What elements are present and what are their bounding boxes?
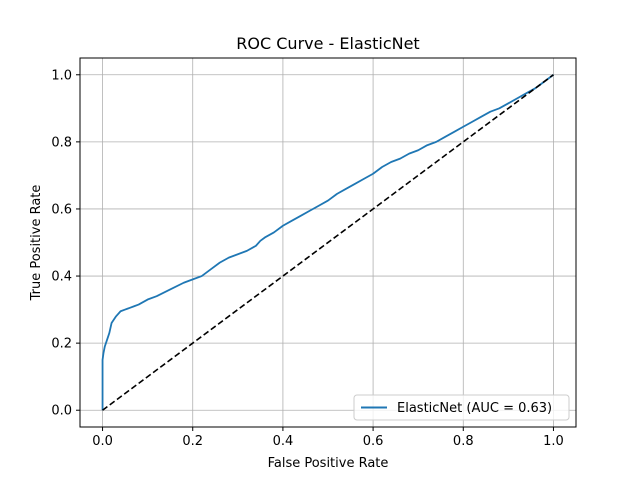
y-tick-label: 0.4 [51, 270, 72, 285]
plot-frame [79, 57, 577, 428]
random-classifier-line [102, 74, 554, 411]
axis-ticks: 0.0 0.2 0.4 0.6 0.8 1.0 0.0 0.2 0.4 0.6 0.8 1.0 [51, 68, 563, 449]
y-tick-label: 0.2 [51, 337, 72, 352]
x-tick-label: 0.0 [92, 434, 113, 449]
x-axis-label: False Positive Rate [268, 456, 389, 471]
grid-lines [80, 58, 576, 427]
y-tick-label: 0.0 [51, 404, 72, 419]
chart-title: ROC Curve - ElasticNet [236, 34, 419, 53]
x-tick-label: 0.2 [182, 434, 203, 449]
y-tick-label: 1.0 [51, 68, 72, 83]
y-tick-label: 0.6 [51, 202, 72, 217]
x-tick-label: 0.6 [363, 434, 384, 449]
y-tick-label: 0.8 [51, 135, 72, 150]
series-layer [101, 74, 554, 411]
y-axis-label: True Positive Rate [29, 185, 44, 302]
legend-label-elasticnet: ElasticNet (AUC = 0.63) [397, 401, 552, 416]
x-tick-label: 1.0 [543, 434, 564, 449]
legend-box [353, 394, 570, 421]
x-tick-label: 0.8 [453, 434, 474, 449]
series-line-elasticnet [101, 74, 554, 411]
x-tick-label: 0.4 [273, 434, 294, 449]
legend: ElasticNet (AUC = 0.63) [353, 394, 570, 421]
